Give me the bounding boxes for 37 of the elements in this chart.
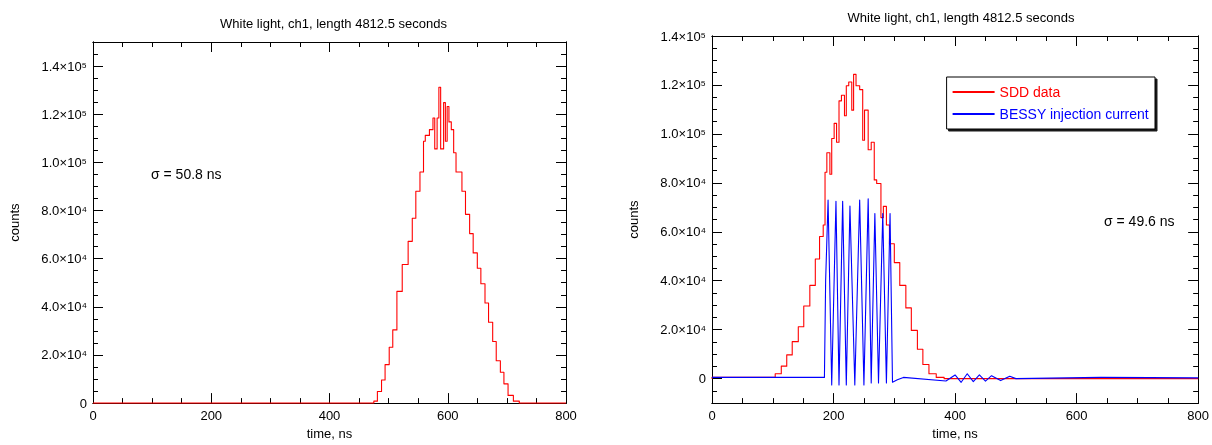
y-tick-label: 0 <box>698 371 706 387</box>
y-tick-label: 1.4×10⁵ <box>660 28 706 44</box>
y-tick-label: 8.0×10⁴ <box>660 175 706 191</box>
y-tick-label: 1.2×10⁵ <box>41 106 87 122</box>
legend-label: SDD data <box>999 84 1061 100</box>
y-tick-label: 8.0×10⁴ <box>41 203 87 219</box>
line-series <box>711 198 1199 386</box>
y-tick-label: 1.0×10⁵ <box>41 154 87 170</box>
x-tick-label: 200 <box>200 408 223 424</box>
y-tick-label: 0 <box>79 395 87 411</box>
y-axis-title: counts <box>7 202 22 242</box>
chart-title: White light, ch1, length 4812.5 seconds <box>220 16 448 31</box>
x-tick-label: 200 <box>822 408 845 424</box>
y-tick-label: 2.0×10⁴ <box>660 322 706 338</box>
y-tick-label: 4.0×10⁴ <box>660 273 706 289</box>
annotation: σ = 49.6 ns <box>1104 213 1175 229</box>
y-tick-label: 2.0×10⁴ <box>41 347 87 363</box>
annotation: σ = 50.8 ns <box>151 166 222 182</box>
y-tick-label: 1.2×10⁵ <box>660 77 706 93</box>
x-axis-title: time, ns <box>932 426 979 441</box>
y-tick-label: 4.0×10⁴ <box>41 299 87 315</box>
y-tick-label: 6.0×10⁴ <box>660 224 706 240</box>
y-tick-label: 6.0×10⁴ <box>41 251 87 267</box>
legend-label: BESSY injection current <box>999 106 1149 122</box>
y-tick-label: 1.4×10⁵ <box>41 58 87 74</box>
x-tick-label: 400 <box>318 408 341 424</box>
chart-title: White light, ch1, length 4812.5 seconds <box>847 10 1075 25</box>
x-tick-label: 600 <box>436 408 459 424</box>
x-tick-label: 600 <box>1065 408 1088 424</box>
x-tick-label: 400 <box>944 408 966 424</box>
y-tick-label: 1.0×10⁵ <box>660 126 706 142</box>
x-tick-label: 0 <box>89 408 97 424</box>
x-tick-label: 800 <box>1187 408 1210 424</box>
x-axis-title: time, ns <box>306 426 353 441</box>
x-tick-label: 0 <box>708 408 716 424</box>
y-axis-title: counts <box>626 199 641 239</box>
x-tick-label: 800 <box>555 408 577 424</box>
